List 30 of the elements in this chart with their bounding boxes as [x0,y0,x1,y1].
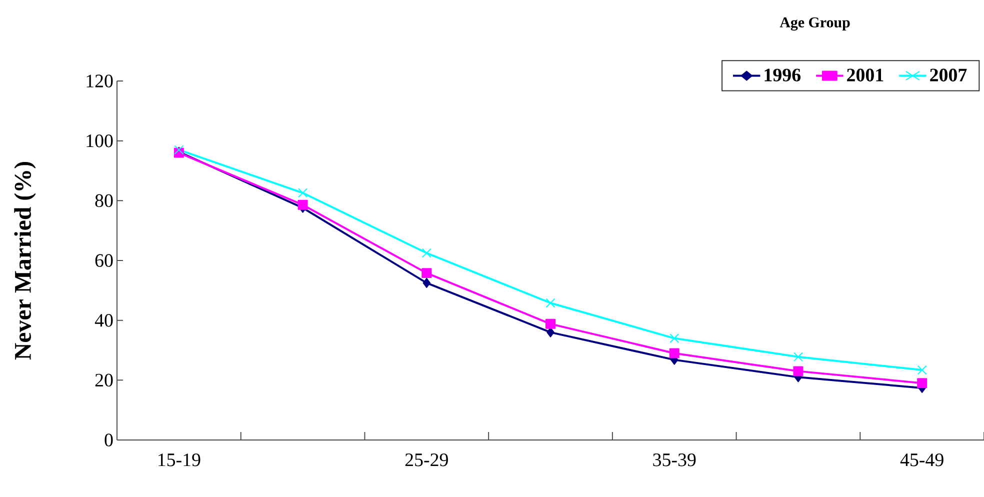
point [917,378,928,388]
point [917,365,927,375]
point [422,268,432,278]
y-tick-label: 60 [95,254,113,267]
point [298,188,308,198]
point [546,298,556,308]
y-tick-label: 40 [94,314,113,327]
x-tick-label: 35-39 [653,454,696,466]
point [793,366,804,376]
point [546,318,556,329]
point [669,348,680,358]
legend-label: 1996 [764,68,801,82]
legend-label: 2001 [847,68,884,82]
point [546,327,554,338]
point [422,278,431,288]
y-axis-title: Never Married (%) [14,162,36,360]
y-tick-label: 100 [86,134,113,148]
x-tick-label: 45-49 [900,454,944,466]
x-tick-label: 15-19 [158,454,200,466]
legend-label: 2007 [930,68,967,82]
point [298,200,308,210]
x-axis-title: Age Group [780,17,850,31]
y-tick-label: 0 [104,434,113,446]
point [422,248,432,258]
point [793,352,803,362]
y-tick-label: 20 [95,374,113,387]
point [670,334,680,344]
x-tick-label: 25-29 [405,454,448,466]
y-tick-label: 80 [95,194,113,208]
y-tick-label: 120 [86,74,113,88]
